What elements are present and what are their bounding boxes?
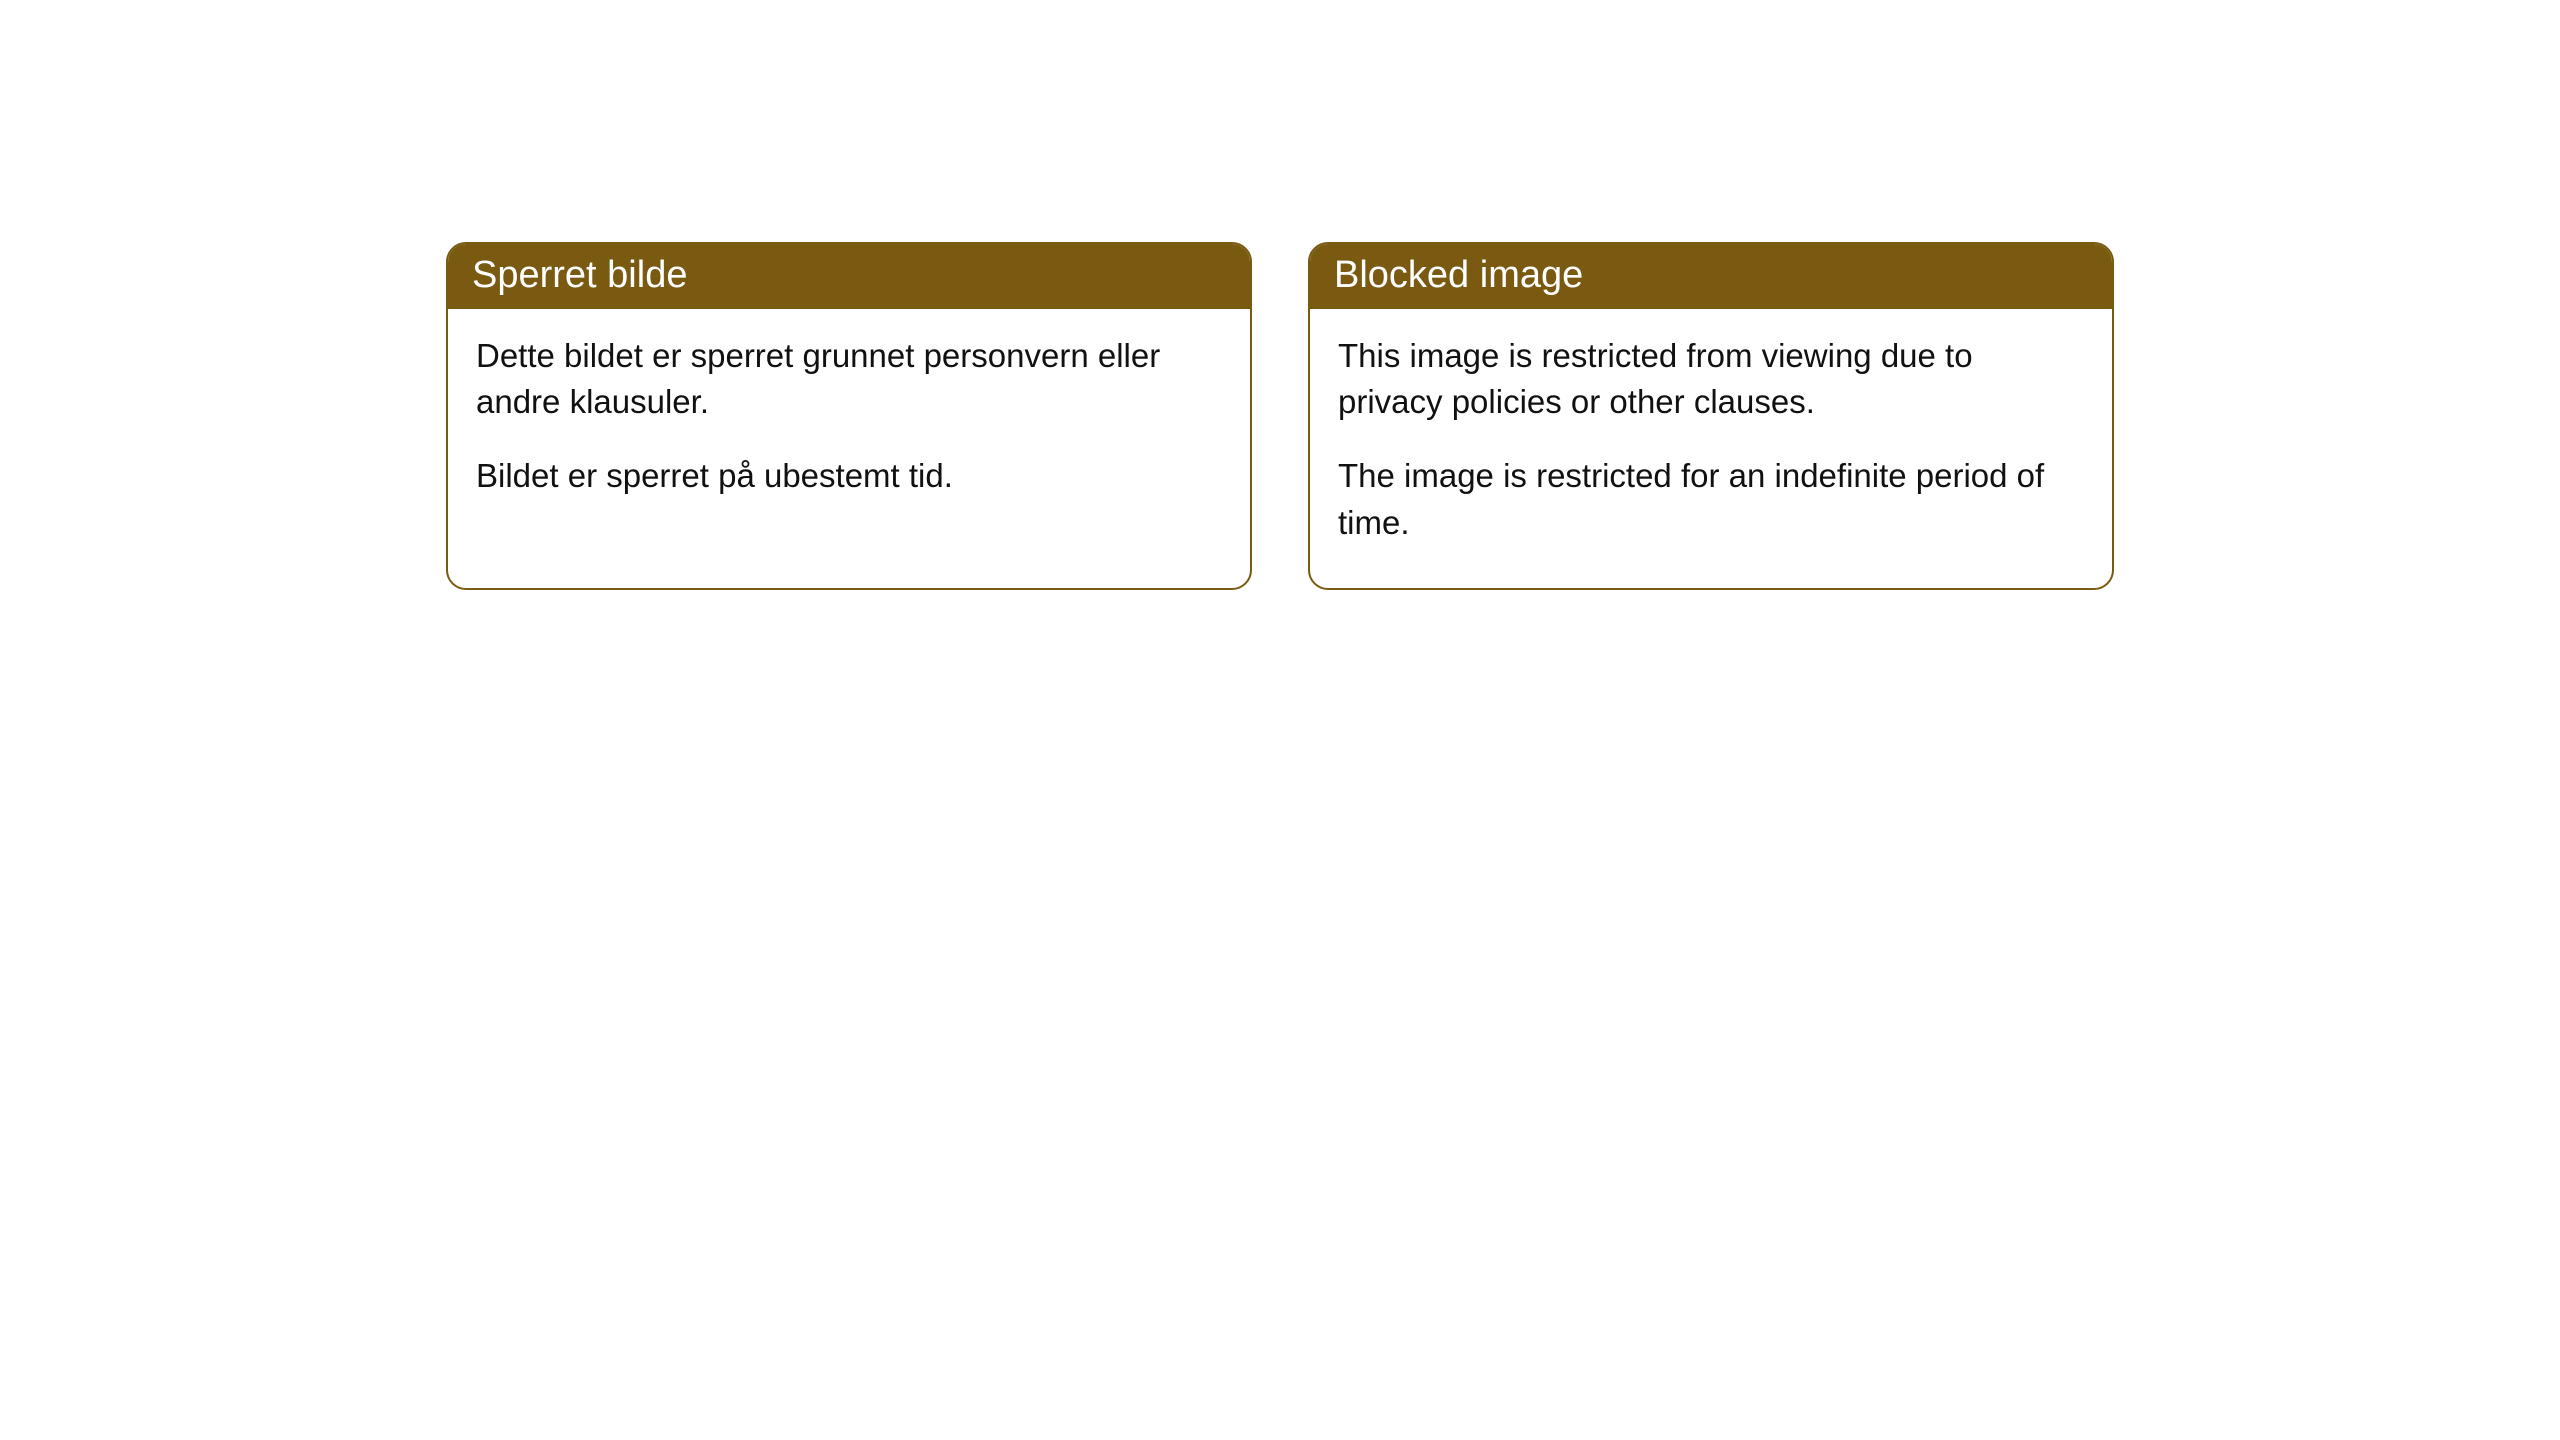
card-body: This image is restricted from viewing du… [1310,309,2112,588]
card-paragraph: This image is restricted from viewing du… [1338,333,2084,425]
card-paragraph: Dette bildet er sperret grunnet personve… [476,333,1222,425]
card-title: Sperret bilde [472,254,687,296]
card-body: Dette bildet er sperret grunnet personve… [448,309,1250,542]
notice-cards-container: Sperret bilde Dette bildet er sperret gr… [0,0,2560,590]
card-header: Blocked image [1310,244,2112,309]
notice-card-norwegian: Sperret bilde Dette bildet er sperret gr… [446,242,1252,590]
card-header: Sperret bilde [448,244,1250,309]
card-paragraph: The image is restricted for an indefinit… [1338,453,2084,545]
card-title: Blocked image [1334,254,1583,296]
notice-card-english: Blocked image This image is restricted f… [1308,242,2114,590]
card-paragraph: Bildet er sperret på ubestemt tid. [476,453,1222,499]
